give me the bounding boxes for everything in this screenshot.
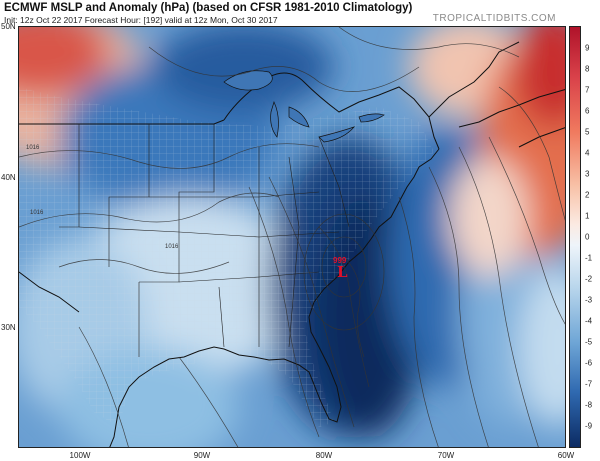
colorbar-tick: -1: [585, 253, 593, 263]
state-borders: [59, 124, 350, 357]
site-watermark: TROPICALTIDBITS.COM: [432, 13, 556, 24]
low-pressure-value: 999: [333, 256, 347, 265]
great-lakes: [223, 70, 385, 143]
low-isobar-rings: [303, 213, 385, 331]
isobar-label: 1016: [165, 244, 179, 250]
colorbar-tick: -5: [585, 337, 593, 347]
coastlines: [19, 41, 565, 447]
isobar-label: 1016: [30, 210, 44, 216]
colorbar-tick: 5: [585, 127, 590, 137]
chart-title: ECMWF MSLP and Anomaly (hPa) (based on C…: [4, 2, 413, 14]
lon-label-100w: 100W: [69, 451, 91, 460]
low-pressure-marker: L: [337, 263, 348, 281]
colorbar-tick: 6: [585, 106, 590, 116]
lon-label-70w: 70W: [437, 451, 455, 460]
lon-label-90w: 90W: [193, 451, 211, 460]
colorbar-tick: 1: [585, 211, 590, 221]
chart-subtitle: Init: 12z Oct 22 2017 Forecast Hour: [19…: [4, 15, 278, 25]
colorbar-tick: -4: [585, 316, 593, 326]
lat-label-40n: 40N: [1, 173, 16, 182]
colorbar-tick: 9: [585, 43, 590, 53]
colorbar-tick: -8: [585, 400, 593, 410]
colorbar-tick: -2: [585, 274, 593, 284]
colorbar-tick: 3: [585, 169, 590, 179]
colorbar-tick: 4: [585, 148, 590, 158]
colorbar-tick: 7: [585, 85, 590, 95]
colorbar-tick: -7: [585, 379, 593, 389]
colorbar-tick: 2: [585, 190, 590, 200]
map-panel: [18, 26, 566, 448]
colorbar-tick: 8: [585, 64, 590, 74]
county-grid: [19, 87, 434, 427]
anomaly-map: [19, 27, 565, 447]
anomaly-colorbar: [569, 26, 581, 448]
lon-label-80w: 80W: [315, 451, 333, 460]
colorbar-tick: -6: [585, 358, 593, 368]
lat-label-50n: 50N: [1, 22, 16, 31]
colorbar-tick: -9: [585, 421, 593, 431]
isobars: [19, 27, 565, 447]
lat-label-30n: 30N: [1, 323, 16, 332]
lon-label-60w: 60W: [557, 451, 575, 460]
colorbar-tick: 0: [585, 232, 590, 242]
colorbar-tick: -3: [585, 295, 593, 305]
isobar-label: 1016: [26, 145, 40, 151]
